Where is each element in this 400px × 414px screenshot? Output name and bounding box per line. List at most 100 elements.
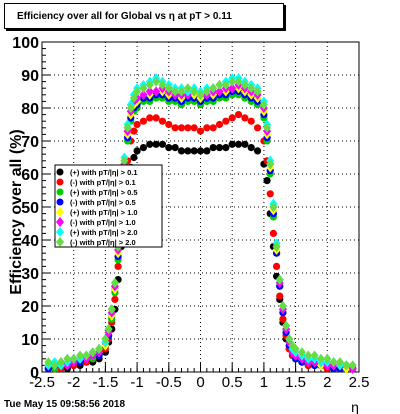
data-point <box>120 155 129 166</box>
data-point <box>253 124 262 132</box>
data-point <box>158 79 167 90</box>
data-point <box>228 76 237 87</box>
legend-marker <box>56 227 64 237</box>
data-point <box>215 144 224 152</box>
data-point <box>247 83 256 94</box>
data-point <box>184 147 192 155</box>
data-point <box>240 79 249 90</box>
y-tick-label: 60 <box>21 167 39 184</box>
data-point <box>69 353 78 364</box>
data-point <box>342 360 351 371</box>
data-point <box>215 120 224 129</box>
data-point <box>139 89 148 100</box>
data-point <box>57 357 66 368</box>
data-point <box>222 144 230 152</box>
data-point <box>95 343 104 354</box>
data-point <box>259 99 268 110</box>
y-tick-label: 40 <box>21 233 39 250</box>
y-tick-label: 90 <box>21 68 39 85</box>
x-tick-label: 2 <box>323 374 331 391</box>
data-point <box>129 93 138 104</box>
data-point <box>104 324 113 335</box>
data-point <box>222 117 230 125</box>
x-tick-label: -1.5 <box>92 374 118 391</box>
legend-marker <box>56 168 64 176</box>
data-point <box>297 347 306 358</box>
data-point <box>44 357 53 368</box>
legend-label: (+) with pT/|η| > 1.0 <box>70 208 138 217</box>
data-point <box>234 76 243 87</box>
data-point <box>190 86 199 97</box>
data-point <box>152 140 160 148</box>
data-point <box>266 159 275 170</box>
data-point <box>275 274 284 285</box>
data-point <box>209 83 218 94</box>
data-point <box>133 86 142 97</box>
legend-box <box>54 164 163 248</box>
data-point <box>171 124 179 132</box>
data-point <box>171 144 179 152</box>
data-point <box>50 360 59 371</box>
data-point <box>190 124 198 132</box>
data-point <box>88 347 97 358</box>
data-point <box>304 350 313 361</box>
data-point <box>107 304 116 315</box>
data-point <box>183 83 192 94</box>
y-tick-label: 50 <box>21 200 39 217</box>
data-point <box>263 177 271 185</box>
data-point <box>164 83 173 94</box>
x-tick-label: -1 <box>130 374 143 391</box>
data-point <box>241 114 249 122</box>
data-point <box>272 262 281 270</box>
data-point <box>139 117 148 125</box>
data-point <box>130 127 138 135</box>
data-point <box>234 140 243 148</box>
title-box: Efficiency over all for Global vs η at p… <box>4 3 284 29</box>
series-layer <box>44 73 357 374</box>
data-point <box>101 334 110 344</box>
data-point <box>110 277 119 288</box>
data-point <box>196 127 205 135</box>
data-point <box>202 86 211 97</box>
x-tick-label: 1 <box>260 374 268 391</box>
data-point <box>152 76 161 87</box>
legend-marker <box>56 198 64 206</box>
y-tick-label: 20 <box>21 299 39 316</box>
legend-items: (+) with pT/|η| > 0.1(-) with pT/|η| > 0… <box>56 168 138 247</box>
x-tick-label: 2.5 <box>349 374 370 391</box>
data-point <box>221 79 230 90</box>
y-tick-label: 30 <box>21 266 39 283</box>
data-point <box>114 262 122 270</box>
axis-layer: -2.5 -2 -1.5 -1 -0.5 0 0.5 1 1.5 2 2.5 0 10 20 30 40 50 6… <box>12 35 369 391</box>
data-point <box>139 83 148 94</box>
data-point <box>203 147 211 155</box>
data-point <box>266 190 274 198</box>
data-point <box>247 117 255 125</box>
data-point <box>76 350 85 361</box>
data-point <box>253 86 262 97</box>
x-tick-label: -2 <box>67 374 80 391</box>
data-point <box>203 124 211 132</box>
legend-label: (-) with pT/|η| > 0.1 <box>70 178 136 187</box>
legend-marker <box>56 237 64 247</box>
data-point <box>329 357 338 368</box>
x-tick-label: -2.5 <box>29 374 55 391</box>
y-tick-label: 100 <box>12 35 39 52</box>
legend-label: (+) with pT/|η| > 2.0 <box>70 228 138 237</box>
data-point <box>123 122 132 133</box>
data-point <box>209 124 217 132</box>
data-point <box>323 353 332 364</box>
data-point <box>184 124 192 132</box>
y-tick-label: 70 <box>21 134 39 151</box>
data-point <box>177 86 186 97</box>
data-point <box>177 124 186 132</box>
data-point <box>215 79 224 90</box>
x-tick-label: 0 <box>196 374 204 391</box>
x-axis-label: η <box>351 399 359 414</box>
data-point <box>269 229 278 237</box>
data-point <box>133 120 141 129</box>
legend-label: (-) with pT/|η| > 2.0 <box>70 238 136 247</box>
data-point <box>82 350 91 361</box>
data-point <box>152 86 161 97</box>
